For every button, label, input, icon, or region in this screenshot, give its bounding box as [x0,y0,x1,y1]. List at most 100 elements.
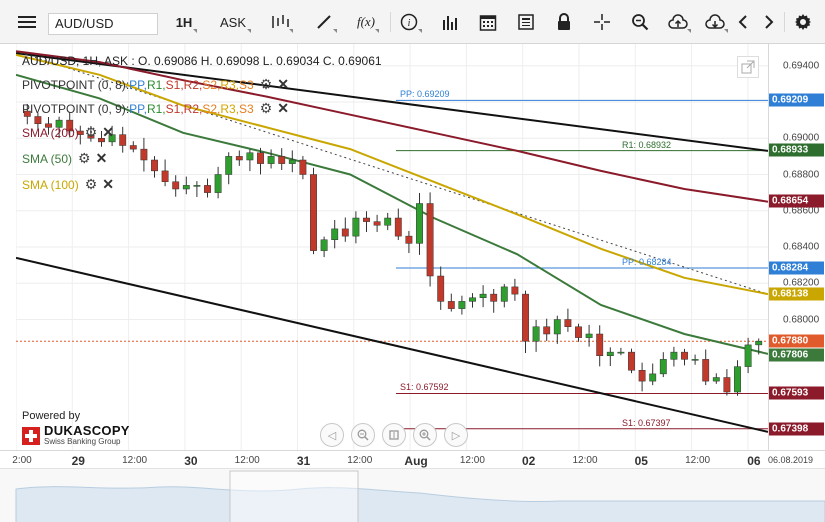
candle-body[interactable] [182,185,190,190]
candle-body[interactable] [384,217,392,226]
scroll-left-button[interactable]: ◁ [320,423,344,447]
menu-icon[interactable] [14,10,40,34]
candle-body[interactable] [151,159,158,172]
reset-view-button[interactable] [382,423,406,447]
indicator-gear-icon[interactable]: ⚙ [84,124,98,140]
candle-body[interactable] [543,326,551,335]
candle-body[interactable] [140,148,148,161]
candle-body[interactable] [55,119,63,128]
chevron-right-icon[interactable] [758,10,780,34]
candle-body[interactable] [734,366,741,393]
scroll-right-button[interactable]: ▷ [444,423,468,447]
candle-body[interactable] [394,217,402,237]
candle-body[interactable] [225,156,233,175]
cloud-upload-icon[interactable] [664,10,692,34]
candle-body[interactable] [659,359,667,375]
lock-icon[interactable] [550,10,578,34]
candle-body[interactable] [288,159,296,164]
time-axis[interactable]: 06.08.2019 2:00 29 12:00 30 12:00 31 12:00 Aug 1… [0,450,825,468]
candle-body[interactable] [416,203,423,244]
candle-body[interactable] [490,293,498,302]
candle-body[interactable] [638,370,646,382]
candle-body[interactable] [23,110,31,117]
zoom-in-button[interactable] [413,423,437,447]
chevron-left-icon[interactable] [732,10,754,34]
indicator-close-icon[interactable]: ✕ [102,124,114,140]
candle-body[interactable] [744,344,752,367]
candle-body[interactable] [596,333,604,356]
volume-icon[interactable] [436,10,464,34]
candle-body[interactable] [522,293,529,342]
candle-body[interactable] [363,217,370,222]
candle-body[interactable] [193,185,201,187]
candle-body[interactable] [352,217,360,237]
indicator-close-icon[interactable]: ✕ [102,176,114,192]
candle-body[interactable] [34,116,42,124]
candle-body[interactable] [447,301,455,309]
chart-plot-area[interactable] [16,44,768,450]
indicator-gear-icon[interactable]: ⚙ [259,76,273,92]
candle-body[interactable] [606,351,614,356]
candle-body[interactable] [426,203,434,277]
zoom-icon[interactable] [626,10,654,34]
candle-body[interactable] [511,286,519,295]
indicator-gear-icon[interactable]: ⚙ [78,150,91,166]
candle-body[interactable] [469,297,476,302]
candle-body[interactable] [405,235,413,244]
draw-tool-icon[interactable] [310,10,338,34]
candle-body[interactable] [723,377,731,393]
settings-gear-icon[interactable] [790,10,816,34]
candle-body[interactable] [108,134,116,143]
candle-body[interactable] [575,326,582,338]
candle-body[interactable] [564,319,572,327]
candle-body[interactable] [617,351,625,354]
candle-body[interactable] [66,119,74,132]
calendar-icon[interactable] [474,10,502,34]
candle-body[interactable] [437,275,445,302]
indicator-gear-icon[interactable]: ⚙ [84,176,98,192]
candle-body[interactable] [87,134,95,139]
candle-body[interactable] [331,228,339,240]
candle-body[interactable] [235,156,243,161]
indicator-close-icon[interactable]: ✕ [277,100,290,116]
candle-body[interactable] [649,373,657,382]
candle-body[interactable] [214,174,222,193]
indicator-gear-icon[interactable]: ⚙ [259,100,273,116]
news-icon[interactable] [512,10,540,34]
candle-body[interactable] [204,185,211,193]
price-axis[interactable]: 0.68000 0.68200 0.68400 0.68600 0.68800 0.690… [768,44,825,450]
candle-body[interactable] [172,181,180,190]
candle-body[interactable] [320,239,328,251]
candle-body[interactable] [299,159,307,175]
candle-body[interactable] [681,351,688,360]
candle-body[interactable] [691,359,699,361]
candle-body[interactable] [129,145,137,150]
indicators-button[interactable]: f(x) [352,10,380,34]
symbol-input[interactable]: AUD/USD [48,13,158,35]
timeframe-select[interactable]: 1H [170,10,198,34]
candle-body[interactable] [628,351,635,371]
candlestick-chart[interactable] [16,44,768,450]
expand-icon[interactable] [737,56,759,78]
candle-body[interactable] [310,174,317,251]
candle-body[interactable] [98,138,105,143]
candle-body[interactable] [246,152,254,161]
candle-body[interactable] [373,221,381,226]
candle-body[interactable] [341,228,349,237]
zoom-out-button[interactable] [351,423,375,447]
candle-body[interactable] [458,301,466,309]
candle-body[interactable] [553,319,561,335]
candle-body[interactable] [702,359,710,382]
info-icon[interactable]: i [395,10,423,34]
candle-body[interactable] [119,134,127,146]
candle-body[interactable] [45,123,52,128]
candle-body[interactable] [500,286,508,302]
candle-body[interactable] [267,156,275,164]
candle-body[interactable] [278,156,286,164]
candle-body[interactable] [755,341,763,346]
navigator-overview[interactable] [0,468,825,522]
indicator-close-icon[interactable]: ✕ [277,76,290,92]
candle-body[interactable] [161,170,169,182]
candle-body[interactable] [532,326,540,342]
side-select[interactable]: ASK [214,10,252,34]
